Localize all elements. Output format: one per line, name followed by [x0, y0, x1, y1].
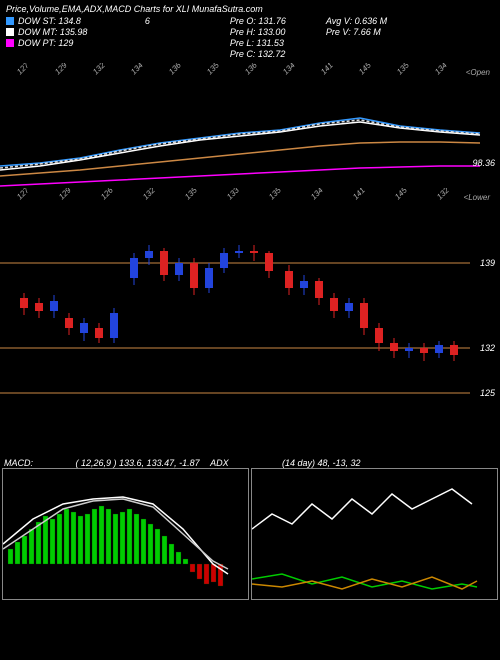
svg-text:98.36: 98.36	[472, 158, 495, 168]
six-label: 6	[145, 16, 150, 26]
svg-text:134: 134	[281, 63, 297, 76]
candle-svg: 127 129 126 132 135 133 135 134 141 145 132 <Lower 1…	[0, 188, 500, 403]
svg-text:136: 136	[167, 63, 183, 76]
svg-text:129: 129	[57, 188, 73, 201]
legend-pt-label: DOW PT: 129	[18, 38, 73, 48]
adx-row: (14 day) 48, -13, 32	[252, 458, 496, 468]
svg-text:134: 134	[433, 63, 449, 76]
macd-row: MACD: ( 12,26,9 ) 133.6, 133.47, -1.87 A…	[4, 458, 248, 468]
bottom-labels-row: MACD: ( 12,26,9 ) 133.6, 133.47, -1.87 A…	[0, 458, 500, 468]
adx-label: ADX	[210, 458, 229, 468]
svg-text:126: 126	[99, 188, 115, 201]
chart-title: Price,Volume,EMA,ADX,MACD Charts for XLI…	[6, 4, 494, 14]
stat-c: Pre C: 132.72	[230, 49, 286, 59]
macd-label: MACD:	[4, 458, 33, 468]
price-svg: 127 129 132 134 136 135 136 134 141 145 135 134 <Ope…	[0, 63, 500, 188]
bottom-panels	[0, 468, 500, 600]
legend-st-label: DOW ST: 134.8	[18, 16, 81, 26]
svg-text:132: 132	[91, 63, 107, 76]
stat-avgv: Avg V: 0.636 M	[326, 16, 387, 26]
svg-text:136: 136	[243, 63, 259, 76]
info-row: DOW ST: 134.8 6 DOW MT: 135.98 DOW PT: 1…	[6, 16, 494, 59]
adx-panel	[251, 468, 498, 600]
svg-text:141: 141	[351, 188, 367, 201]
svg-text:135: 135	[267, 188, 283, 201]
svg-text:145: 145	[393, 188, 409, 201]
svg-text:129: 129	[53, 63, 69, 76]
svg-text:135: 135	[205, 63, 221, 76]
svg-text:134: 134	[309, 188, 325, 201]
legend-st: DOW ST: 134.8 6	[6, 16, 150, 26]
legend-column: DOW ST: 134.8 6 DOW MT: 135.98 DOW PT: 1…	[6, 16, 150, 59]
svg-text:125: 125	[480, 388, 496, 398]
swatch-mt	[6, 28, 14, 36]
candle-chart: 127 129 126 132 135 133 135 134 141 145 132 <Lower 1…	[0, 188, 500, 403]
stat-h: Pre H: 133.00	[230, 27, 286, 37]
price-chart: 127 129 132 134 136 135 136 134 141 145 135 134 <Ope…	[0, 63, 500, 188]
legend-mt-label: DOW MT: 135.98	[18, 27, 87, 37]
legend-pt: DOW PT: 129	[6, 38, 150, 48]
svg-text:127: 127	[15, 63, 31, 76]
svg-text:132: 132	[435, 188, 451, 201]
svg-text:<Lower: <Lower	[464, 193, 491, 202]
swatch-st	[6, 17, 14, 25]
legend-mt: DOW MT: 135.98	[6, 27, 150, 37]
stat-o: Pre O: 131.76	[230, 16, 286, 26]
svg-text:132: 132	[480, 343, 495, 353]
svg-text:141: 141	[319, 63, 335, 76]
stat-prev: Pre V: 7.66 M	[326, 27, 387, 37]
stats-column-1: Pre O: 131.76 Pre H: 133.00 Pre L: 131.5…	[230, 16, 286, 59]
svg-text:135: 135	[395, 63, 411, 76]
svg-text:145: 145	[357, 63, 373, 76]
spacer	[0, 403, 500, 458]
svg-text:134: 134	[129, 63, 145, 76]
chart-header: Price,Volume,EMA,ADX,MACD Charts for XLI…	[0, 0, 500, 63]
svg-text:133: 133	[225, 188, 241, 201]
adx-params: (14 day) 48, -13, 32	[282, 458, 361, 468]
macd-svg	[3, 469, 247, 599]
svg-text:135: 135	[183, 188, 199, 201]
swatch-pt	[6, 39, 14, 47]
stat-l: Pre L: 131.53	[230, 38, 286, 48]
svg-text:<Open: <Open	[466, 68, 491, 77]
stats-column-2: Avg V: 0.636 M Pre V: 7.66 M	[326, 16, 387, 59]
adx-svg	[252, 469, 496, 599]
macd-params: ( 12,26,9 ) 133.6, 133.47, -1.87	[76, 458, 200, 468]
svg-text:127: 127	[15, 188, 31, 201]
svg-text:132: 132	[141, 188, 157, 201]
macd-panel	[2, 468, 249, 600]
svg-text:139: 139	[480, 258, 495, 268]
